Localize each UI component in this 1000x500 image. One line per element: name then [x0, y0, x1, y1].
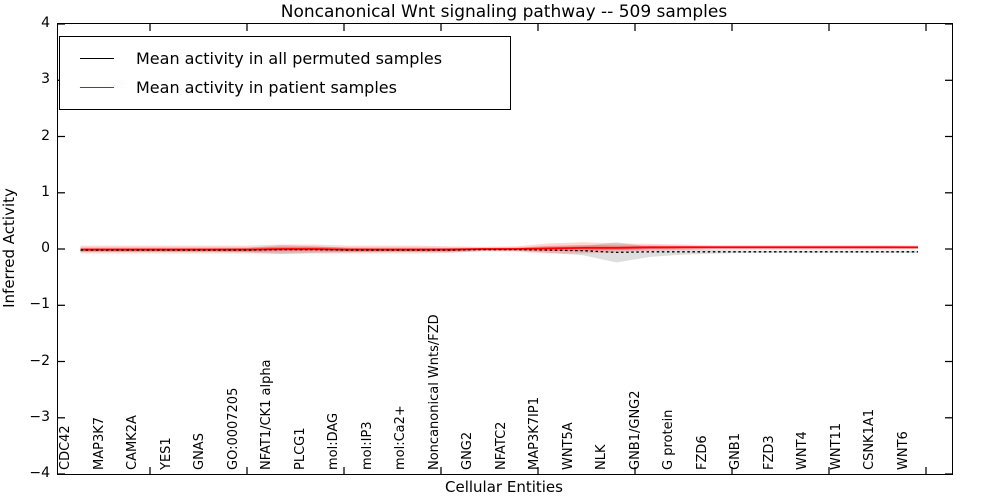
y-tick-label: 0: [41, 240, 50, 256]
x-category-label: WNT4: [795, 431, 810, 470]
x-category-label: YES1: [158, 437, 174, 470]
x-category-label: FZD6: [694, 435, 710, 470]
x-category-label: MAP3K7IP1: [527, 397, 542, 470]
x-category-label: GNG2: [460, 431, 475, 470]
plot-canvas: [58, 24, 952, 474]
x-category-label: G protein: [661, 409, 676, 470]
x-category-label: CSNK1A1: [862, 408, 877, 470]
x-category-label: mol:IP3: [359, 421, 375, 470]
x-category-label: mol:DAG: [326, 412, 341, 470]
x-category-label: mol:Ca2+: [393, 405, 408, 470]
x-category-label: GNB1/GNG2: [627, 390, 643, 470]
x-category-label: MAP3K7: [91, 416, 107, 470]
legend-line-sample-black: [80, 58, 114, 59]
y-tick-label: 1: [41, 183, 50, 200]
legend-entry-permuted: Mean activity in all permuted samples: [72, 44, 498, 73]
legend-label: Mean activity in all permuted samples: [136, 49, 443, 68]
y-tick-label: 3: [41, 71, 50, 88]
x-category-label: NFAT1/CK1 alpha: [259, 359, 274, 470]
x-category-label: GNB1: [728, 433, 743, 470]
legend-entry-patient: Mean activity in patient samples: [72, 73, 498, 102]
x-axis-label: Cellular Entities: [445, 478, 563, 496]
x-category-label: WNT5A: [560, 422, 576, 470]
x-category-label: Noncanonical Wnts/FZD: [426, 314, 442, 470]
y-tick-label: −4: [29, 465, 50, 481]
y-tick-label: −1: [29, 296, 50, 313]
x-category-label: WNT6: [895, 431, 911, 470]
x-category-label: NFATC2: [493, 421, 509, 470]
x-category-label: GO:0007205: [225, 387, 241, 470]
y-tick-label: 4: [41, 15, 50, 31]
legend-label: Mean activity in patient samples: [136, 78, 397, 97]
x-category-label: PLCG1: [292, 427, 308, 470]
legend: Mean activity in all permuted samples Me…: [59, 36, 511, 110]
chart-title: Noncanonical Wnt signaling pathway -- 50…: [280, 2, 728, 22]
x-category-label: WNT11: [828, 422, 844, 470]
x-category-label: CAMK2A: [125, 415, 140, 470]
x-category-label: CDC42: [58, 425, 73, 470]
legend-line-sample-red: [80, 87, 114, 88]
y-tick-label: −3: [29, 408, 50, 425]
y-tick-label: 2: [41, 127, 50, 144]
y-tick-label: −2: [29, 352, 50, 369]
x-category-label: GNAS: [192, 433, 207, 470]
x-category-label: FZD3: [761, 435, 777, 470]
plot-area: CDC42 MAP3K7 CAMK2A YES1 GNAS GO:0007205 NFAT1…: [57, 23, 953, 475]
x-category-label: NLK: [594, 444, 609, 471]
